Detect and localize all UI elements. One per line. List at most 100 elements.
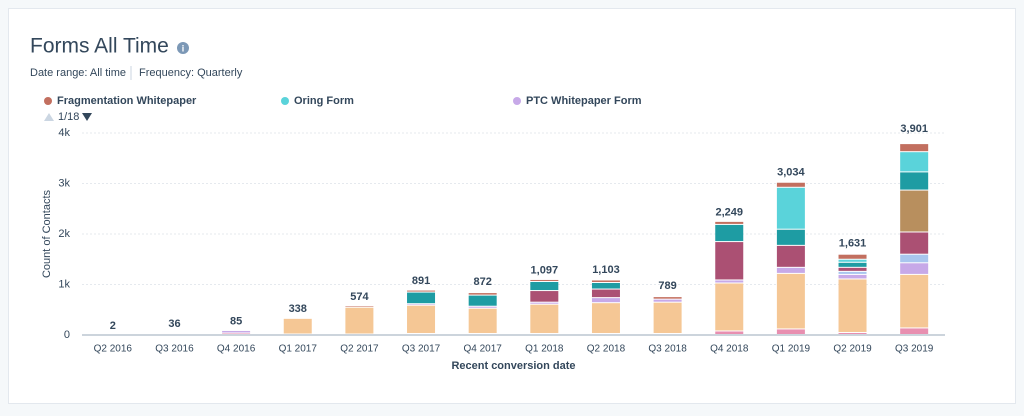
bar-segment	[468, 293, 497, 295]
bar-segment	[222, 333, 251, 334]
subtitle-range: Date range: All time	[30, 67, 126, 79]
legend-label: PTC Whitepaper Form	[526, 95, 642, 107]
total-label: 2,249	[715, 206, 743, 218]
y-tick-label: 4k	[58, 127, 70, 139]
bar-segment	[591, 280, 620, 282]
y-axis-label: Count of Contacts	[41, 189, 53, 278]
bar-segment	[591, 298, 620, 303]
bar-segment	[776, 273, 805, 329]
bar-segment	[591, 282, 620, 289]
bar-segment	[900, 152, 929, 172]
bar-segment	[776, 245, 805, 267]
bar-segment	[776, 182, 805, 187]
chart-title: Forms All Time	[30, 35, 169, 58]
x-axis-label: Recent conversion date	[451, 360, 575, 372]
y-tick-label: 3k	[58, 177, 70, 189]
bar-segment	[838, 262, 867, 267]
total-label: 1,103	[592, 264, 620, 276]
bar-segment	[591, 303, 620, 333]
total-label: 1,097	[531, 265, 559, 277]
y-tick-label: 2k	[58, 228, 70, 240]
bar-segment	[468, 306, 497, 308]
x-tick-label: Q2 2016	[94, 344, 133, 355]
bar-segment	[407, 304, 436, 305]
bar-segment	[530, 302, 559, 304]
x-tick-label: Q1 2019	[772, 344, 811, 355]
x-tick-label: Q4 2017	[463, 344, 502, 355]
legend-label: Oring Form	[294, 95, 354, 107]
legend-label: Fragmentation Whitepaper	[57, 95, 197, 107]
bar-segment	[468, 308, 497, 333]
bar-segment	[530, 304, 559, 333]
y-tick-label: 1k	[58, 278, 70, 290]
y-tick-label: 0	[64, 329, 70, 341]
total-label: 36	[168, 318, 180, 330]
legend-next[interactable]	[82, 113, 92, 121]
bar-segment	[530, 281, 559, 291]
bar-segment	[530, 279, 559, 281]
bar-segment	[900, 190, 929, 232]
bar-segment	[838, 279, 867, 332]
bar-segment	[715, 224, 744, 242]
subtitle-frequency: Frequency: Quarterly	[139, 67, 243, 79]
total-label: 872	[473, 276, 491, 288]
bar-segment	[838, 332, 867, 334]
x-tick-label: Q3 2017	[402, 344, 441, 355]
bar-segment	[591, 289, 620, 298]
total-label: 1,631	[839, 238, 867, 250]
bar-segment	[407, 305, 436, 333]
info-icon[interactable]	[177, 42, 189, 54]
total-label: 3,901	[900, 123, 928, 135]
legend-page: 1/18	[58, 111, 79, 123]
bar-segment	[776, 187, 805, 229]
bar-segment	[838, 259, 867, 262]
bar-segment	[838, 267, 867, 271]
bar-segment	[900, 263, 929, 274]
legend-swatch	[44, 97, 52, 105]
bar-segment	[900, 172, 929, 190]
total-label: 2	[110, 320, 116, 332]
total-label: 338	[289, 303, 307, 315]
x-tick-label: Q1 2018	[525, 344, 564, 355]
bar-segment	[407, 290, 436, 292]
total-label: 574	[350, 291, 369, 303]
bar-segment	[776, 267, 805, 273]
total-label: 85	[230, 316, 242, 328]
bar-segment	[407, 292, 436, 304]
legend-swatch	[281, 97, 289, 105]
bar-segment	[715, 283, 744, 331]
x-tick-label: Q4 2018	[710, 344, 749, 355]
bar-segment	[838, 274, 867, 279]
bar-segment	[222, 330, 251, 333]
bar-segment	[776, 329, 805, 334]
bar-segment	[838, 271, 867, 274]
bar-segment	[653, 302, 682, 333]
x-tick-label: Q3 2018	[648, 344, 687, 355]
bar-segment	[715, 331, 744, 334]
x-tick-label: Q4 2016	[217, 344, 256, 355]
total-label: 891	[412, 275, 430, 287]
x-tick-label: Q3 2019	[895, 344, 934, 355]
bar-segment	[715, 280, 744, 283]
legend-prev[interactable]	[44, 113, 54, 121]
bar-segment	[900, 254, 929, 263]
bar-segment	[468, 295, 497, 306]
bar-segment	[900, 328, 929, 334]
info-icon-glyph: i	[182, 43, 185, 53]
bar-segment	[345, 306, 374, 307]
x-tick-label: Q2 2017	[340, 344, 379, 355]
bar-segment	[900, 232, 929, 254]
x-tick-label: Q2 2019	[833, 344, 872, 355]
x-tick-label: Q2 2018	[587, 344, 626, 355]
card	[8, 8, 1016, 404]
bar-segment	[900, 274, 929, 328]
x-tick-label: Q3 2016	[155, 344, 194, 355]
bar-segment	[530, 291, 559, 302]
bar-segment	[653, 299, 682, 302]
bar-segment	[345, 307, 374, 334]
bar-segment	[776, 229, 805, 245]
bar-segment	[283, 318, 312, 334]
bar-segment	[715, 242, 744, 280]
legend-swatch	[513, 97, 521, 105]
